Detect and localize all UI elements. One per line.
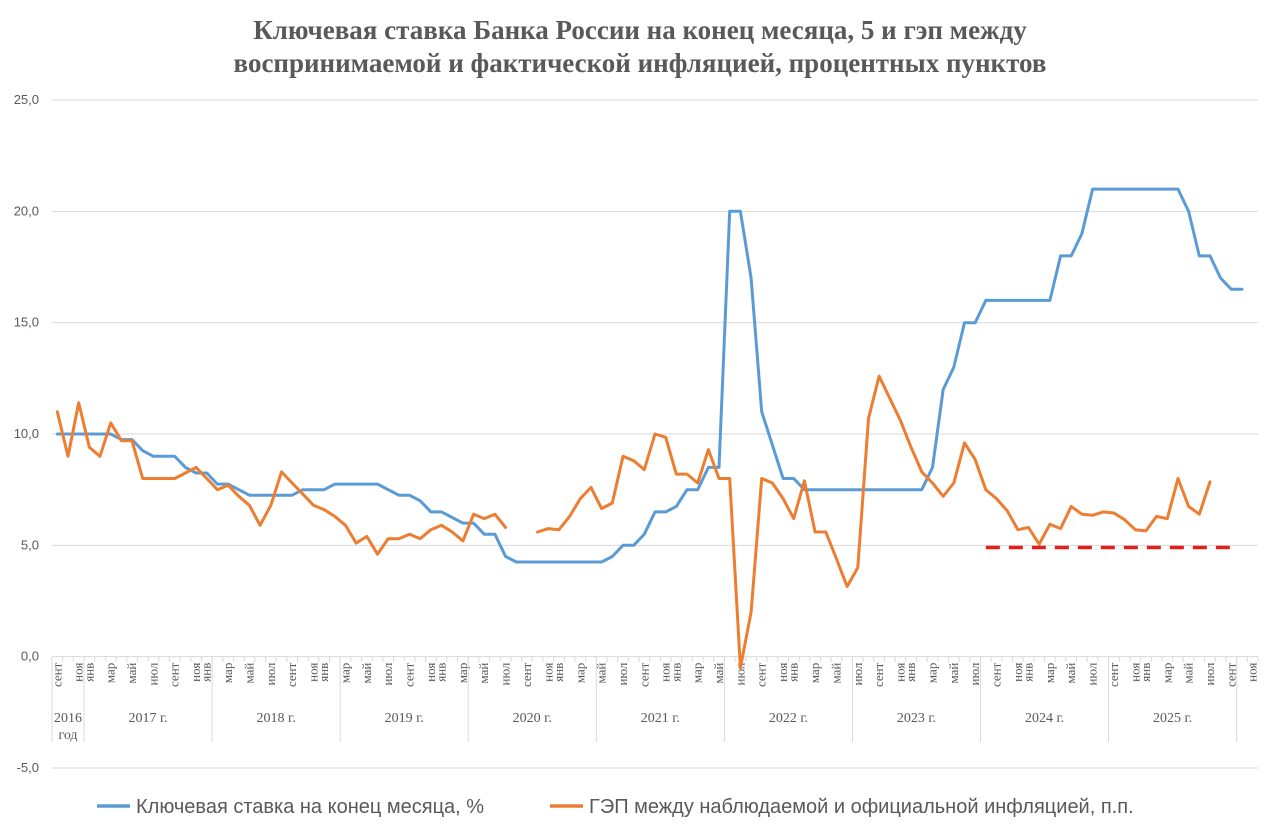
- y-tick-label: 5,0: [21, 537, 39, 552]
- x-month-label: июл: [1202, 662, 1217, 685]
- x-month-label: ноя: [1127, 663, 1142, 682]
- x-month-label: июл: [380, 662, 395, 685]
- chart-title-line-1: Ключевая ставка Банка России на конец ме…: [253, 15, 1027, 45]
- x-year-label: 2017 г.: [128, 711, 167, 726]
- x-month-label: янв: [1021, 663, 1036, 682]
- x-year-label: 2023 г.: [897, 711, 936, 726]
- legend-label-1: Ключевая ставка на конец месяца, %: [136, 796, 484, 818]
- x-month-label: мар: [1159, 663, 1174, 683]
- x-month-label: сент: [284, 662, 299, 687]
- x-month-label: ноя: [1245, 663, 1260, 682]
- x-year-label: 2022 г.: [769, 711, 808, 726]
- chart-title: Ключевая ставка Банка России на конец ме…: [0, 14, 1280, 80]
- x-month-label: янв: [551, 663, 566, 682]
- x-month-label: ноя: [305, 663, 320, 682]
- x-month-label: янв: [903, 663, 918, 682]
- x-month-label: июл: [850, 662, 865, 685]
- x-month-label: мар: [572, 663, 587, 683]
- x-month-label: сент: [1223, 662, 1238, 687]
- x-month-label: ноя: [188, 663, 203, 682]
- x-month-label: янв: [199, 663, 214, 682]
- y-tick-label: 0,0: [21, 649, 39, 664]
- y-tick-label: -5,0: [17, 760, 39, 775]
- x-month-label: май: [946, 663, 961, 684]
- x-year-label: год: [58, 728, 77, 743]
- x-month-label: мар: [220, 663, 235, 683]
- x-month-label: янв: [668, 663, 683, 682]
- x-month-label: мар: [807, 663, 822, 683]
- x-month-label: сент: [49, 662, 64, 687]
- x-month-label: июл: [967, 662, 982, 685]
- series-line-2: [55, 401, 508, 556]
- x-month-label: мар: [924, 663, 939, 683]
- x-month-label: июл: [263, 662, 278, 685]
- x-year-label: 2019 г.: [385, 711, 424, 726]
- x-month-label: сент: [519, 662, 534, 687]
- x-month-label: май: [359, 663, 374, 684]
- x-month-label: сент: [871, 662, 886, 687]
- y-tick-label: 25,0: [14, 92, 39, 107]
- x-month-label: мар: [337, 663, 352, 683]
- x-month-label: янв: [1138, 663, 1153, 682]
- x-month-label: янв: [434, 663, 449, 682]
- x-month-label: ноя: [71, 663, 86, 682]
- y-tick-label: 15,0: [14, 315, 39, 330]
- x-month-label: мар: [1042, 663, 1057, 683]
- x-month-label: май: [711, 663, 726, 684]
- x-month-label: май: [241, 663, 256, 684]
- x-month-label: ноя: [1010, 663, 1025, 682]
- x-month-label: май: [476, 663, 491, 684]
- x-month-label: сент: [1106, 662, 1121, 687]
- x-year-label: 2020 г.: [513, 711, 552, 726]
- x-month-label: сент: [167, 662, 182, 687]
- series-line-2: [536, 374, 1212, 670]
- x-month-label: янв: [786, 663, 801, 682]
- series-line-1: [55, 187, 1244, 564]
- y-tick-label: 20,0: [14, 203, 39, 218]
- x-year-label: 2024 г.: [1025, 711, 1064, 726]
- x-month-label: сент: [402, 662, 417, 687]
- x-month-label: июл: [145, 662, 160, 685]
- x-month-label: ноя: [658, 663, 673, 682]
- x-month-label: мар: [455, 663, 470, 683]
- x-month-label: янв: [81, 663, 96, 682]
- x-month-label: янв: [316, 663, 331, 682]
- x-month-label: май: [828, 663, 843, 684]
- chart-title-line-2: воспринимаемой и фактической инфляцией, …: [233, 48, 1047, 78]
- x-month-label: май: [1063, 663, 1078, 684]
- x-month-label: июл: [732, 662, 747, 685]
- x-month-label: мар: [690, 663, 705, 683]
- legend-label-2: ГЭП между наблюдаемой и официальной инфл…: [589, 796, 1134, 818]
- x-year-label: 2018 г.: [257, 711, 296, 726]
- x-month-label: май: [1181, 663, 1196, 684]
- x-month-label: ноя: [540, 663, 555, 682]
- x-year-label: 2025 г.: [1153, 711, 1192, 726]
- x-year-label: 2016: [54, 711, 82, 726]
- x-year-label: 2021 г.: [641, 711, 680, 726]
- x-month-label: май: [594, 663, 609, 684]
- x-month-label: сент: [636, 662, 651, 687]
- x-month-label: июл: [498, 662, 513, 685]
- x-month-label: мар: [103, 663, 118, 683]
- x-month-label: июл: [1085, 662, 1100, 685]
- x-month-label: сент: [989, 662, 1004, 687]
- x-month-label: ноя: [892, 663, 907, 682]
- x-month-label: ноя: [423, 663, 438, 682]
- x-month-label: ноя: [775, 663, 790, 682]
- y-tick-label: 10,0: [14, 426, 39, 441]
- x-month-label: сент: [754, 662, 769, 687]
- x-month-label: май: [124, 663, 139, 684]
- x-month-label: июл: [615, 662, 630, 685]
